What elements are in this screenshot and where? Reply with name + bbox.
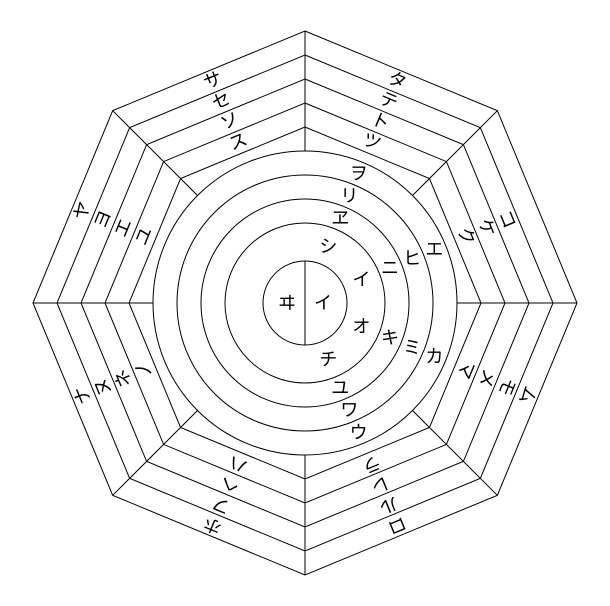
inner-label-r1-c1: ヱ [331,208,349,228]
inner-label-r2-c3: ミ [403,337,421,357]
inner-label-r2-c0: ヒ [403,249,421,269]
inner-label-r3-c2: ウ [350,422,368,442]
center-left-label: ヰ [278,293,296,313]
inner-label-r3-c0: エ [425,239,443,259]
inner-label-r0-c2: チ [319,349,337,369]
inner-label-r3-c3: カ [425,347,443,367]
inner-label-r0-c0: イ [352,270,370,290]
inner-label-r1-c2: ユ [331,378,349,398]
inner-label-r0-c3: オ [352,316,370,336]
inner-label-r1-c0: ニ [381,258,399,278]
inner-label-r2-c1: リ [340,186,358,206]
inner-label-r0-c1: シ [319,237,337,257]
center-right-label: イ [314,293,332,313]
katakana-octagon-diagram: ヰイイシチオニヱユキヒリワミエヲウカツクマラハノユストケメレヘネエソテコモルフヌ… [0,0,610,606]
inner-label-r2-c2: ワ [340,400,358,420]
inner-label-r3-c1: ヲ [350,164,368,184]
inner-label-r1-c3: キ [381,328,399,348]
